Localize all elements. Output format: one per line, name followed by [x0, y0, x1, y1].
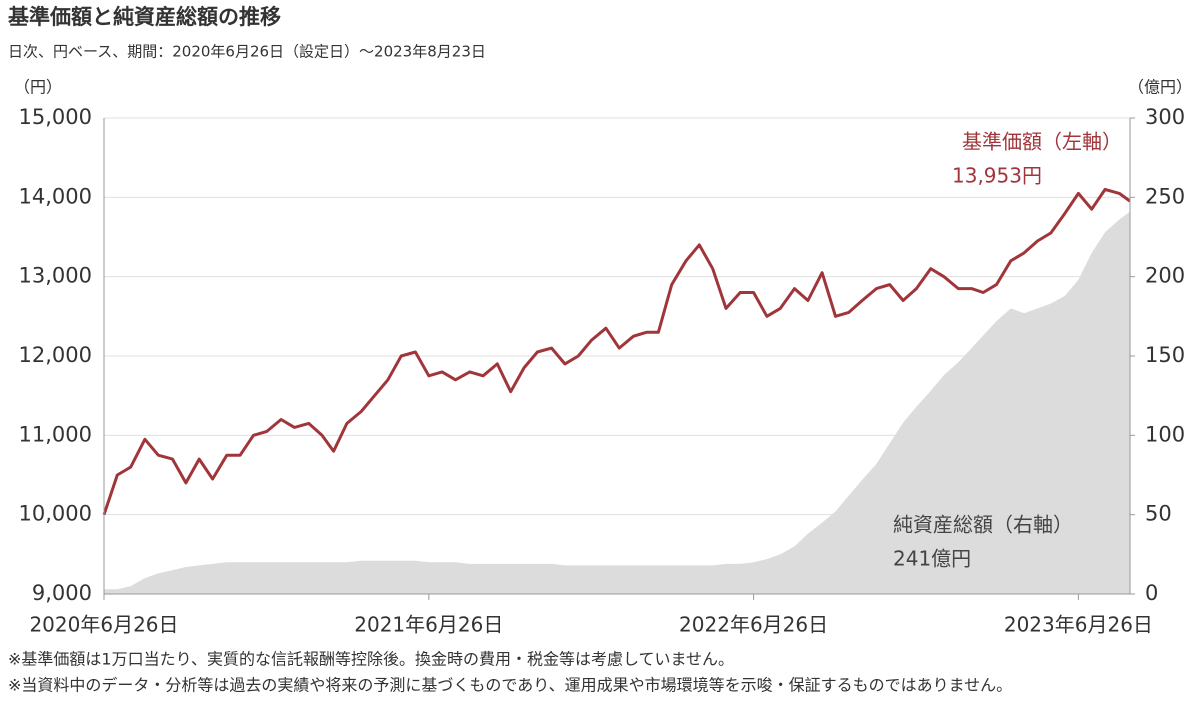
y-tick-label: 14,000	[19, 184, 92, 208]
end-label: 13,953円	[952, 164, 1042, 188]
series-label: 基準価額（左軸）	[962, 130, 1122, 154]
x-tick-label: 2021年6月26日	[354, 613, 503, 637]
chart-subtitle: 日次、円ベース、期間：2020年6月26日（設定日）～2023年8月23日	[8, 43, 486, 61]
x-tick-label: 2023年6月26日	[1004, 613, 1153, 637]
x-tick-label: 2020年6月26日	[29, 613, 178, 637]
y-tick-label: 15,000	[19, 105, 92, 129]
y-unit: （円）	[14, 78, 62, 97]
footnote: ※当資料中のデータ・分析等は過去の実績や将来の予測に基づくものであり、運用成果や…	[8, 676, 1012, 695]
y-tick-label: 12,000	[19, 343, 92, 367]
footnote: ※基準価額は1万口当たり、実質的な信託報酬等控除後。換金時の費用・税金等は考慮し…	[8, 650, 734, 669]
area	[104, 211, 1130, 594]
y-tick-label: 13,000	[19, 264, 92, 288]
x-tick-label: 2022年6月26日	[679, 613, 828, 637]
y2-unit: （億円）	[1128, 78, 1192, 97]
y-tick-label: 11,000	[19, 422, 92, 446]
y2-tick-label: 100	[1145, 422, 1185, 446]
series-label: 純資産総額（右軸）	[893, 513, 1073, 537]
y2-tick-label: 300	[1145, 105, 1185, 129]
y-tick-label: 9,000	[32, 581, 92, 605]
y2-tick-label: 150	[1145, 343, 1185, 367]
line	[102, 187, 1131, 516]
y2-tick-label: 200	[1145, 264, 1185, 288]
y-tick-label: 10,000	[19, 502, 92, 526]
y2-tick-label: 250	[1145, 184, 1185, 208]
end-label: 241億円	[893, 547, 971, 571]
chart-title: 基準価額と純資産総額の推移	[8, 5, 281, 29]
y2-tick-label: 50	[1145, 502, 1172, 526]
y2-tick-label: 0	[1145, 581, 1158, 605]
